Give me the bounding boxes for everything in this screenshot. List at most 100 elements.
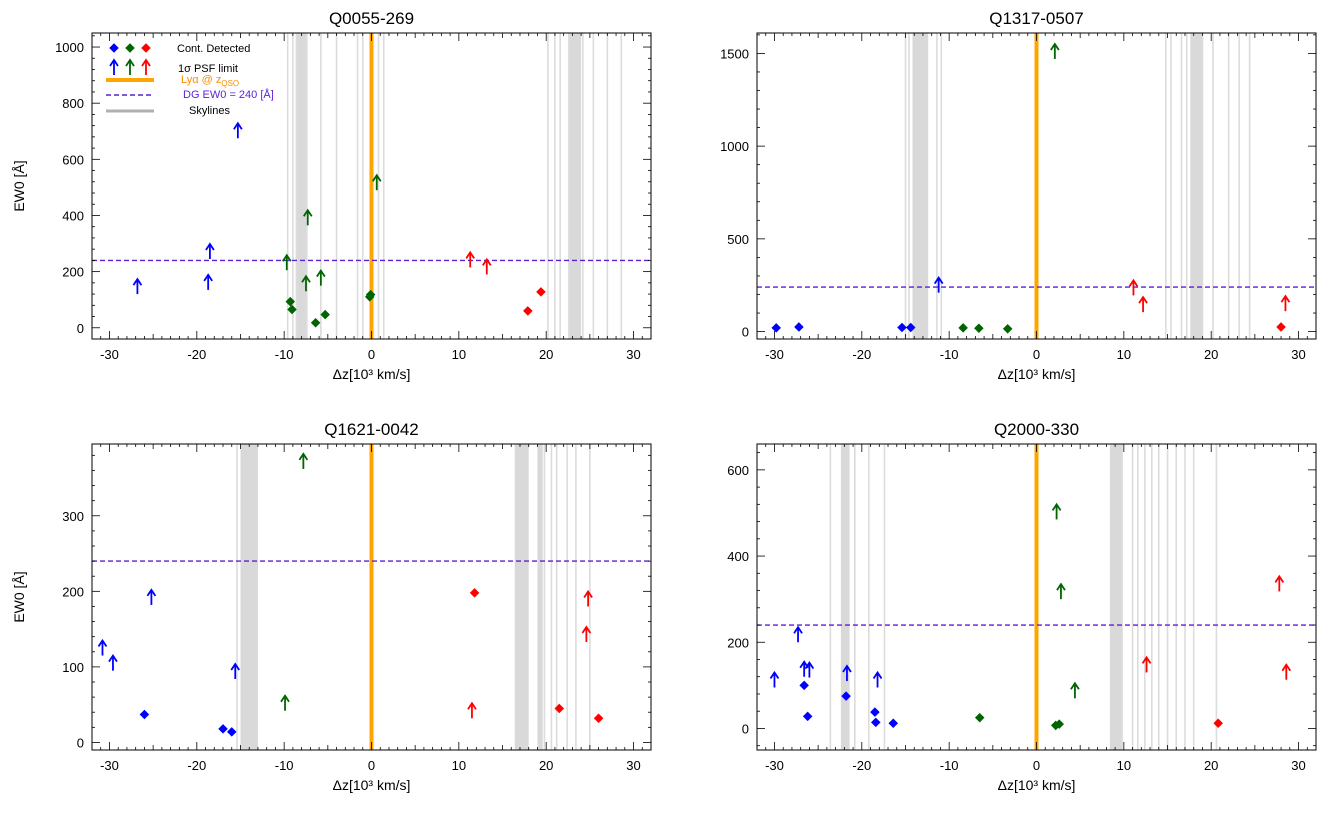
x-tick-label: 20 xyxy=(1204,347,1218,362)
detected-point xyxy=(841,691,851,701)
detected-point xyxy=(523,306,533,316)
detected-point xyxy=(905,322,916,333)
detected-point xyxy=(974,323,984,334)
skyline-band xyxy=(240,444,258,750)
limit-arrow xyxy=(769,670,780,688)
panel-1: -30 -20 -10 0 10 20 30 0 200 400 600 800 1000 Q0055-2… xyxy=(11,9,652,382)
x-tick-label: 10 xyxy=(1117,758,1131,773)
detected-point xyxy=(593,713,604,724)
detected-point xyxy=(802,711,813,722)
limit-arrow xyxy=(203,273,213,290)
legend-dg-label: DG EW0 = 240 [Å] xyxy=(183,88,274,101)
legend-detected-marker xyxy=(109,43,119,53)
panel-title: Q0055-269 xyxy=(329,9,414,28)
x-tick-label: -30 xyxy=(100,347,119,362)
detected-point xyxy=(1002,324,1013,334)
limit-arrow xyxy=(301,274,311,292)
limit-arrow xyxy=(482,257,492,275)
x-tick-label: 30 xyxy=(1291,758,1305,773)
legend-limit-label: 1σ PSF limit xyxy=(178,63,238,75)
x-tick-label: -30 xyxy=(765,758,784,773)
y-tick-label: 0 xyxy=(77,321,84,336)
x-tick-label: -20 xyxy=(187,758,206,773)
panel-title: Q1621-0042 xyxy=(324,420,419,439)
limit-arrow xyxy=(804,660,815,678)
limit-arrow xyxy=(842,664,852,682)
detected-point xyxy=(536,287,546,297)
legend-lya-label: Lyα @ zQSO xyxy=(181,74,239,88)
x-tick-label: -30 xyxy=(100,758,119,773)
legend-detected-marker xyxy=(125,43,135,53)
x-tick-label: 0 xyxy=(368,347,375,362)
y-tick-label: 600 xyxy=(727,463,749,478)
plot-area xyxy=(92,444,651,750)
limit-arrow xyxy=(581,625,592,642)
detected-point xyxy=(871,717,881,728)
detected-point xyxy=(870,707,880,717)
detected-point xyxy=(469,588,480,598)
detected-point xyxy=(771,323,781,333)
detected-point xyxy=(888,718,899,729)
limit-arrow xyxy=(108,654,118,671)
detected-point xyxy=(365,289,376,300)
plot-area xyxy=(92,33,651,339)
x-tick-label: 10 xyxy=(1117,347,1131,362)
limit-arrow xyxy=(583,589,593,607)
limit-arrow xyxy=(282,253,292,271)
x-tick-label: 20 xyxy=(539,758,553,773)
limit-arrow xyxy=(1051,502,1062,520)
limit-arrow xyxy=(97,638,108,656)
limit-arrow xyxy=(793,625,803,643)
y-tick-label: 600 xyxy=(62,152,84,167)
skyline-band xyxy=(912,33,929,339)
x-tick-label: -20 xyxy=(187,347,206,362)
detected-point xyxy=(958,323,968,333)
detected-point xyxy=(799,680,809,691)
limit-arrow xyxy=(298,452,309,469)
skyline-band xyxy=(568,33,582,339)
skyline-band xyxy=(514,444,529,750)
detected-point xyxy=(1276,322,1286,332)
x-tick-label: -10 xyxy=(940,347,959,362)
detected-point xyxy=(897,322,907,333)
x-tick-label: 20 xyxy=(1204,758,1218,773)
x-tick-label: 0 xyxy=(368,758,375,773)
detected-point xyxy=(794,322,804,332)
limit-arrow xyxy=(1056,582,1066,600)
limit-arrow xyxy=(132,277,143,295)
limit-arrow xyxy=(205,242,215,259)
x-tick-label: 20 xyxy=(539,347,553,362)
y-tick-label: 0 xyxy=(742,325,749,340)
y-tick-label: 0 xyxy=(742,721,749,736)
x-tick-label: -20 xyxy=(852,347,871,362)
y-tick-label: 1000 xyxy=(55,40,84,55)
limit-arrow xyxy=(1280,294,1291,312)
skyline-band xyxy=(1190,33,1203,339)
detected-point xyxy=(1213,718,1223,729)
limit-arrow xyxy=(1138,295,1148,313)
plot-area xyxy=(757,444,1316,750)
skyline-band xyxy=(296,33,306,339)
limit-arrow xyxy=(933,276,944,293)
y-tick-label: 0 xyxy=(77,735,84,750)
x-tick-label: -10 xyxy=(940,758,959,773)
x-tick-label: -20 xyxy=(852,758,871,773)
limit-arrow xyxy=(146,588,157,605)
y-tick-label: 200 xyxy=(727,635,749,650)
x-axis-label: Δz[10³ km/s] xyxy=(333,777,411,793)
limit-arrow xyxy=(302,208,313,226)
x-tick-label: 0 xyxy=(1033,758,1040,773)
x-axis-label: Δz[10³ km/s] xyxy=(998,777,1076,793)
y-tick-label: 1000 xyxy=(720,139,749,154)
limit-arrow xyxy=(1050,42,1060,59)
limit-arrow xyxy=(371,173,382,191)
limit-arrow xyxy=(1128,278,1139,296)
legend-skyline-label: Skylines xyxy=(189,105,230,117)
detected-point xyxy=(974,712,985,723)
y-tick-label: 1500 xyxy=(720,46,749,61)
legend-limit-marker xyxy=(141,58,151,75)
detected-point xyxy=(320,309,330,320)
y-axis-label: EW0 [Å] xyxy=(11,571,27,622)
panel-4: -30 -20 -10 0 10 20 30 0 200 400 600 Q2000-330 Δz[10… xyxy=(727,420,1317,793)
